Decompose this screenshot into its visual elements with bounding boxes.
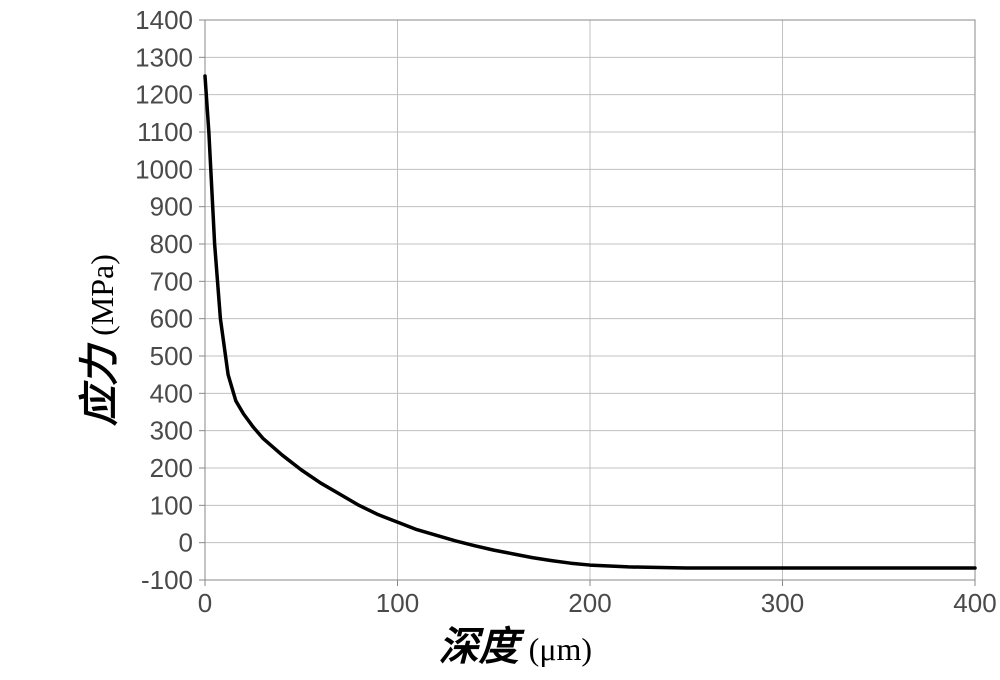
y-tick-label: 1400 [135, 5, 193, 35]
y-tick-label: 700 [150, 266, 193, 296]
x-tick-label: 100 [376, 588, 419, 618]
y-tick-label: -100 [141, 565, 193, 595]
y-tick-label: 600 [150, 304, 193, 334]
y-tick-label: 1300 [135, 42, 193, 72]
y-tick-label: 1000 [135, 154, 193, 184]
y-tick-label: 300 [150, 416, 193, 446]
y-tick-label: 400 [150, 378, 193, 408]
chart-svg: -100010020030040050060070080090010001100… [0, 0, 1000, 680]
y-tick-label: 1100 [137, 117, 193, 147]
y-tick-label: 500 [150, 341, 193, 371]
y-tick-label: 900 [150, 192, 193, 222]
x-tick-label: 400 [953, 588, 996, 618]
x-tick-label: 200 [568, 588, 611, 618]
y-tick-label: 1200 [135, 80, 193, 110]
y-tick-label: 0 [179, 528, 193, 558]
y-tick-label: 200 [150, 453, 193, 483]
y-tick-label: 800 [150, 229, 193, 259]
y-tick-label: 100 [150, 490, 193, 520]
x-tick-label: 0 [198, 588, 212, 618]
x-tick-label: 300 [761, 588, 804, 618]
stress-depth-chart: 应力 (MPa) 深度 (μm) -1000100200300400500600… [0, 0, 1000, 680]
